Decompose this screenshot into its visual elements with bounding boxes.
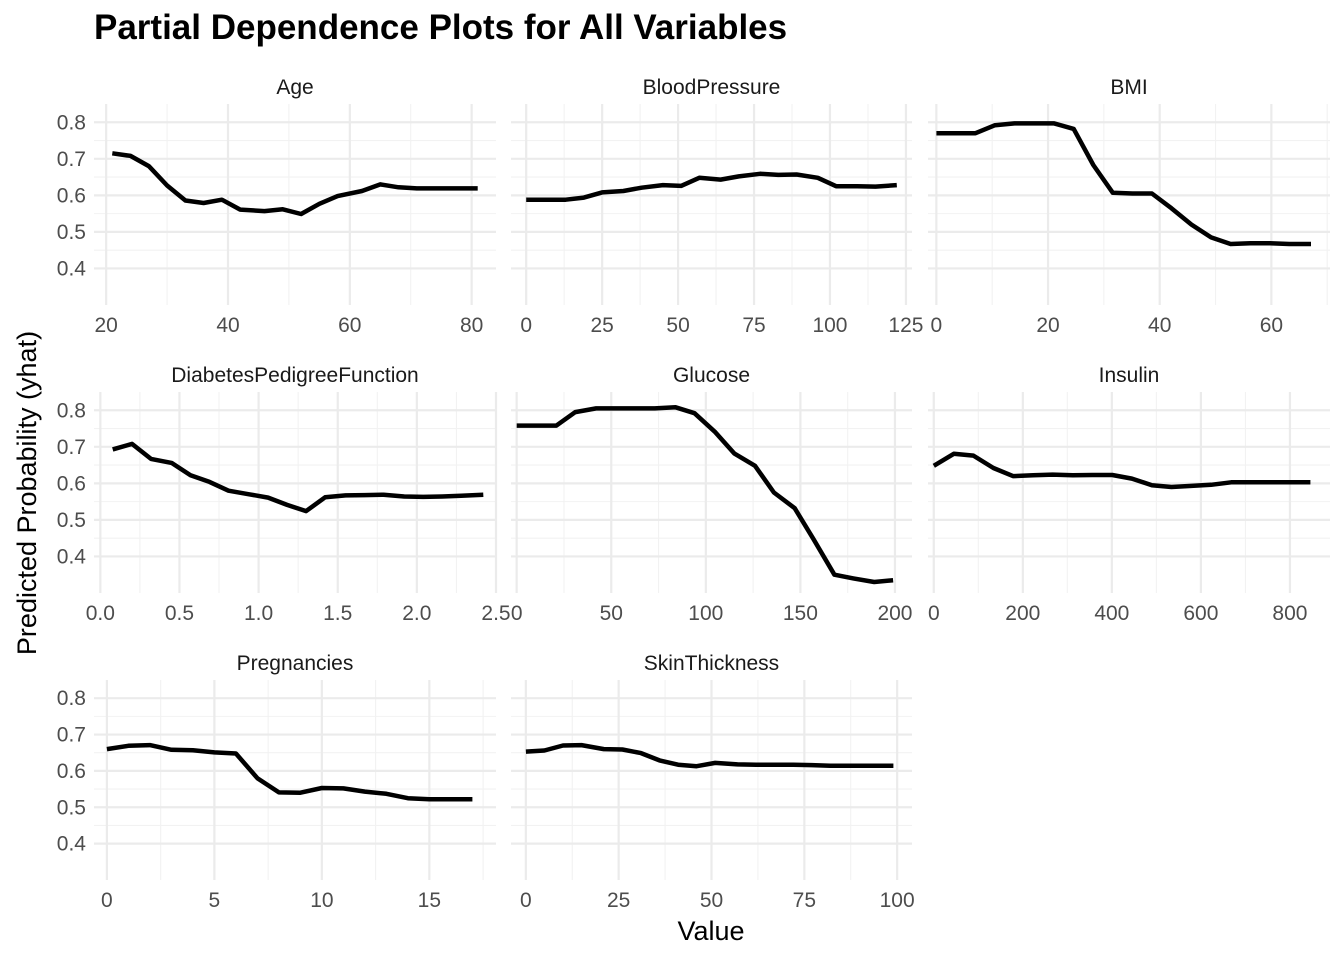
facet-glucose: 0 50 100 150 200 Glucose (511, 364, 913, 625)
x-tick-label: 200 (877, 602, 912, 625)
facet-bloodpressure: 0 25 50 75 100 125 BloodPressure (511, 76, 923, 337)
y-tick-label: 0.5 (57, 221, 86, 244)
x-tick-label: 25 (590, 314, 613, 337)
facet-strip-label: Pregnancies (237, 652, 354, 675)
y-tick-label: 0.6 (57, 184, 86, 207)
x-tick-label: 125 (888, 314, 923, 337)
x-tick-label: 75 (742, 314, 765, 337)
x-tick-label: 50 (700, 889, 723, 912)
facet-strip-label: BMI (1110, 76, 1147, 99)
pdp-line-diabetespedigreefunction (112, 441, 484, 514)
facet-pregnancies: 0.4 0.5 0.6 0.7 0.8 0 5 10 15 Pregnancies (57, 652, 496, 912)
y-tick-label: 0.7 (57, 436, 86, 459)
pdp-line-insulin (932, 451, 1311, 490)
x-tick-label: 10 (310, 889, 333, 912)
x-axis-label: Value (677, 916, 744, 946)
y-tick-label: 0.5 (57, 509, 86, 532)
x-tick-label: 15 (418, 889, 441, 912)
x-tick-label: 800 (1272, 602, 1307, 625)
x-tick-label: 0 (520, 314, 532, 337)
x-tick-label: 50 (600, 602, 623, 625)
facet-strip-label: DiabetesPedigreeFunction (171, 364, 419, 387)
x-tick-label: 400 (1094, 602, 1129, 625)
facet-strip-label: Insulin (1099, 364, 1160, 387)
x-tick-label: 50 (666, 314, 689, 337)
facet-bmi: 0 20 40 60 BMI (928, 76, 1330, 337)
x-tick-label: 0 (511, 602, 523, 625)
chart-title: Partial Dependence Plots for All Variabl… (94, 8, 788, 47)
pdp-line-age (111, 151, 478, 217)
x-tick-label: 0 (101, 889, 113, 912)
x-tick-label: 2.5 (481, 602, 510, 625)
facet-age: 0.4 0.5 0.6 0.7 0.8 20 40 60 80 Age (57, 76, 496, 337)
x-tick-label: 25 (607, 889, 630, 912)
y-tick-label: 0.4 (57, 545, 87, 568)
pdp-line-pregnancies (106, 742, 473, 802)
x-tick-label: 0 (520, 889, 532, 912)
x-tick-label: 0 (931, 314, 943, 337)
x-tick-label: 5 (209, 889, 221, 912)
x-tick-label: 60 (338, 314, 361, 337)
x-tick-label: 100 (812, 314, 847, 337)
facet-diabetespedigreefunction: 0.4 0.5 0.6 0.7 0.8 0.0 0.5 1.0 1.5 2.0 2.5 Diabete… (57, 364, 511, 625)
x-tick-label: 100 (688, 602, 723, 625)
x-tick-label: 75 (793, 889, 816, 912)
x-tick-label: 40 (1148, 314, 1171, 337)
x-tick-label: 80 (460, 314, 483, 337)
facet-skinthickness: 0 25 50 75 100 SkinThickness (511, 652, 915, 912)
facet-strip-label: SkinThickness (644, 652, 779, 675)
y-tick-label: 0.4 (57, 257, 87, 280)
y-tick-label: 0.5 (57, 796, 86, 819)
x-tick-label: 2.0 (402, 602, 431, 625)
y-axis-label: Predicted Probability (yhat) (12, 331, 42, 655)
x-tick-label: 60 (1260, 314, 1283, 337)
x-tick-label: 0 (928, 602, 940, 625)
x-tick-label: 600 (1183, 602, 1218, 625)
x-tick-label: 1.0 (244, 602, 273, 625)
facet-strip-label: Glucose (673, 364, 750, 387)
x-tick-label: 200 (1005, 602, 1040, 625)
x-tick-label: 0.0 (86, 602, 115, 625)
y-tick-label: 0.7 (57, 724, 86, 747)
y-tick-label: 0.8 (57, 111, 86, 134)
y-tick-label: 0.8 (57, 687, 86, 710)
facet-strip-label: BloodPressure (643, 76, 781, 99)
x-tick-label: 100 (880, 889, 915, 912)
y-tick-label: 0.8 (57, 399, 86, 422)
x-tick-label: 0.5 (165, 602, 194, 625)
y-tick-label: 0.4 (57, 833, 87, 856)
x-tick-label: 40 (216, 314, 239, 337)
facet-strip-label: Age (276, 76, 313, 99)
pdp-line-bmi (936, 121, 1311, 247)
x-tick-label: 150 (783, 602, 818, 625)
x-tick-label: 1.5 (323, 602, 352, 625)
y-tick-label: 0.6 (57, 760, 86, 783)
y-tick-label: 0.7 (57, 148, 86, 171)
y-tick-label: 0.6 (57, 472, 86, 495)
x-tick-label: 20 (95, 314, 118, 337)
pdp-line-bloodpressure (526, 171, 897, 202)
facet-insulin: 0 200 400 600 800 Insulin (928, 364, 1330, 625)
pdp-line-skinthickness (525, 742, 894, 769)
pdp-line-glucose (516, 405, 894, 585)
x-tick-label: 20 (1036, 314, 1059, 337)
